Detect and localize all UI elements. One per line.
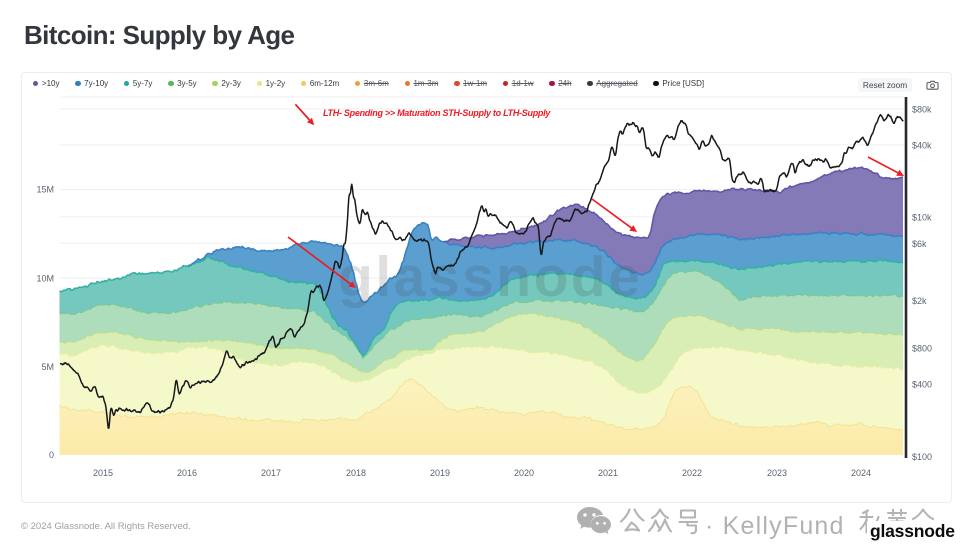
svg-text:2019: 2019 <box>430 468 450 478</box>
svg-text:$6k: $6k <box>912 239 927 249</box>
svg-text:2024: 2024 <box>851 468 871 478</box>
svg-text:$800: $800 <box>912 343 932 353</box>
svg-text:LTH- Spending >> Maturation ST: LTH- Spending >> Maturation STH-Supply t… <box>323 108 551 118</box>
svg-text:2017: 2017 <box>261 468 281 478</box>
svg-text:2020: 2020 <box>514 468 534 478</box>
svg-text:2018: 2018 <box>346 468 366 478</box>
svg-text:$2k: $2k <box>912 296 927 306</box>
svg-text:2021: 2021 <box>598 468 618 478</box>
svg-text:15M: 15M <box>36 185 54 195</box>
svg-text:$400: $400 <box>912 379 932 389</box>
svg-text:5M: 5M <box>41 362 54 372</box>
svg-text:$10k: $10k <box>912 212 932 222</box>
svg-text:0: 0 <box>49 450 54 460</box>
svg-text:$100: $100 <box>912 452 932 462</box>
svg-text:glassnode: glassnode <box>338 245 642 309</box>
svg-text:10M: 10M <box>36 274 54 284</box>
svg-text:$80k: $80k <box>912 104 932 114</box>
svg-text:2015: 2015 <box>93 468 113 478</box>
svg-text:· KellyFund: · KellyFund <box>705 512 845 540</box>
svg-text:2023: 2023 <box>767 468 787 478</box>
svg-text:$40k: $40k <box>912 140 932 150</box>
svg-text:2016: 2016 <box>177 468 197 478</box>
svg-text:2022: 2022 <box>682 468 702 478</box>
